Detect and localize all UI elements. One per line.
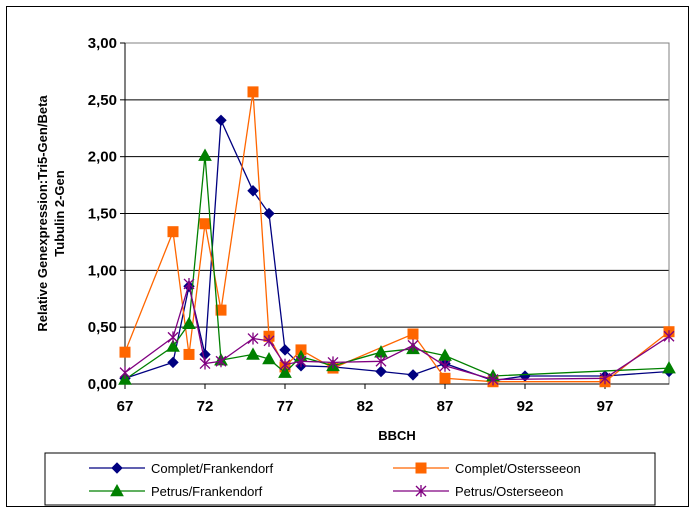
data-point [662, 361, 676, 374]
data-point [167, 356, 179, 369]
chart-frame: 0,00 0,50 1,00 1,50 2,00 2,50 3,00 67 72 77 82 87 92… [6, 6, 689, 507]
y-axis-title-line-1: Relative Genexpression:Tri5-Gen/Beta [35, 95, 50, 332]
data-point [375, 365, 387, 378]
x-axis-title: BBCH [378, 428, 416, 443]
data-point [279, 344, 291, 356]
y-tick-label: 2,00 [88, 149, 117, 166]
data-point [119, 366, 131, 379]
data-point [247, 185, 259, 197]
series-complet-ostersseeon [119, 86, 675, 388]
data-point [278, 365, 292, 378]
legend-label: Petrus/Frankendorf [151, 484, 263, 499]
y-tick-label: 1,00 [88, 262, 117, 279]
legend [44, 452, 656, 506]
legend-label: Complet/Ostersseeon [455, 461, 581, 476]
data-point [407, 369, 419, 381]
gridlines [125, 42, 669, 328]
axes [120, 42, 669, 389]
data-point [118, 372, 132, 385]
legend-entry: Complet/Frankendorf [89, 461, 273, 476]
series-line [124, 283, 670, 381]
data-point [199, 218, 211, 230]
data-point [246, 347, 260, 360]
data-point [215, 304, 227, 316]
legend-label: Complet/Frankendorf [151, 461, 273, 476]
line-chart: 0,00 0,50 1,00 1,50 2,00 2,50 3,00 67 72 77 82 87 92… [35, 35, 676, 506]
data-point [167, 331, 179, 344]
y-tick-label: 0,50 [88, 319, 117, 336]
legend-entry: Petrus/Osterseeon [393, 484, 563, 499]
y-tick-label: 0,00 [88, 376, 117, 393]
data-point [663, 330, 675, 343]
data-point [407, 339, 419, 352]
data-point [295, 355, 307, 368]
x-tick-label: 77 [277, 398, 294, 415]
series-petrus-osterseeon [119, 277, 675, 386]
x-tick-label: 67 [117, 398, 134, 415]
data-point [263, 207, 275, 220]
data-point [415, 485, 427, 497]
data-point [415, 462, 427, 474]
data-point [111, 462, 123, 474]
data-point [247, 86, 259, 98]
data-point [198, 148, 212, 161]
y-tick-label: 2,50 [88, 92, 117, 109]
data-point [166, 339, 180, 352]
data-point [439, 372, 451, 384]
x-tick-label: 92 [517, 398, 534, 415]
data-point [183, 277, 195, 290]
data-point [439, 359, 451, 372]
y-tick-label: 1,50 [88, 206, 117, 223]
data-point [599, 372, 611, 385]
data-point [182, 316, 196, 330]
data-point [199, 357, 211, 370]
legend-entry: Complet/Ostersseeon [393, 461, 581, 476]
data-point [183, 348, 195, 360]
x-tick-label: 87 [437, 398, 454, 415]
data-point [375, 355, 387, 368]
data-point [262, 351, 276, 365]
data-point [119, 346, 131, 358]
tick-labels: 0,00 0,50 1,00 1,50 2,00 2,50 3,00 67 72 77 82 87 92… [88, 35, 614, 415]
legend-label: Petrus/Osterseeon [455, 484, 563, 499]
legend-entry: Petrus/Frankendorf [89, 483, 263, 499]
series [118, 86, 676, 388]
x-tick-label: 82 [357, 398, 374, 415]
y-axis-title-line-2: Tubulin 2-Gen [52, 170, 67, 256]
data-point [263, 334, 275, 347]
x-tick-label: 97 [597, 398, 614, 415]
data-point [407, 328, 419, 340]
data-point [279, 358, 291, 371]
series-line [124, 155, 670, 381]
y-tick-label: 3,00 [88, 35, 117, 52]
legend-entries: Complet/Frankendorf Complet/Ostersseeon Pe… [89, 461, 581, 499]
data-point [110, 483, 124, 497]
data-point [215, 355, 227, 368]
data-point [167, 226, 179, 238]
x-tick-label: 72 [197, 398, 214, 415]
data-point [487, 373, 499, 386]
data-point [215, 114, 227, 127]
data-point [247, 332, 259, 345]
data-point [327, 356, 339, 369]
